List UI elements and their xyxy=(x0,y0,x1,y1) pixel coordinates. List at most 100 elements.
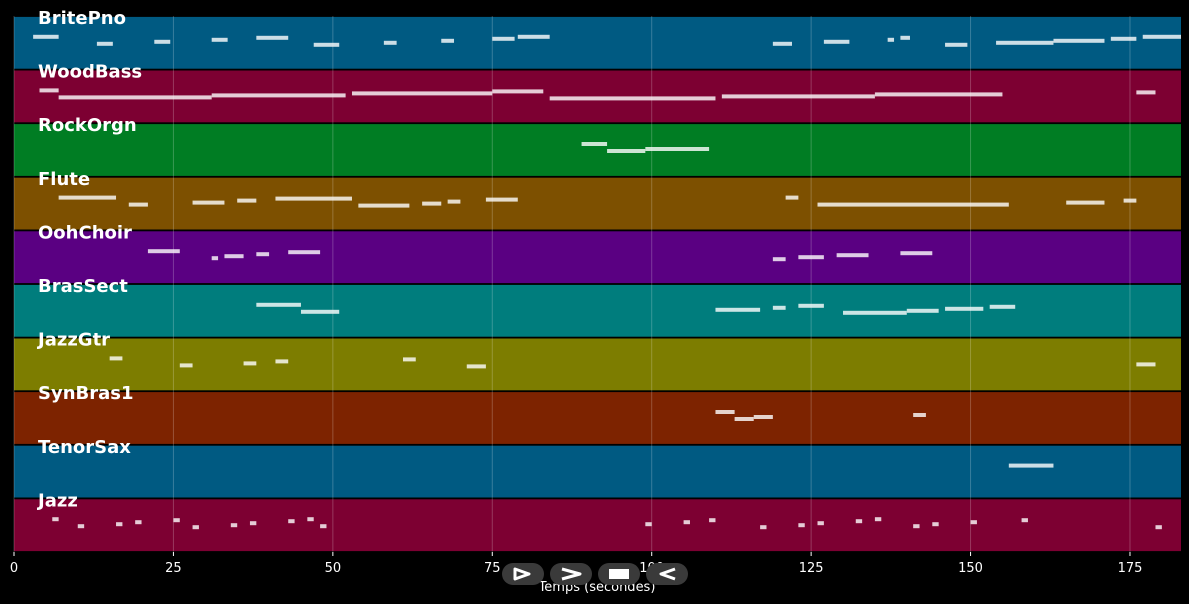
note-segment xyxy=(517,34,550,39)
note-segment xyxy=(224,254,244,259)
forward-icon xyxy=(561,567,582,581)
note-segment xyxy=(33,34,59,39)
note-segment xyxy=(52,517,59,522)
x-tick-label: 150 xyxy=(958,561,983,576)
note-segment xyxy=(906,308,939,313)
note-segment xyxy=(798,303,824,308)
track-band xyxy=(14,124,1181,176)
track-label: BritePno xyxy=(38,8,126,29)
note-segment xyxy=(466,364,486,369)
x-tick-label: 175 xyxy=(1118,561,1143,576)
note-segment xyxy=(320,524,327,529)
note-segment xyxy=(192,200,225,205)
track-band xyxy=(14,231,1181,284)
note-segment xyxy=(1066,200,1105,205)
note-segment xyxy=(683,520,690,525)
track-label: RockOrgn xyxy=(38,115,137,136)
note-segment xyxy=(945,306,984,311)
note-segment xyxy=(256,252,270,257)
track-label: WoodBass xyxy=(38,62,142,83)
track-band xyxy=(14,499,1181,552)
note-segment xyxy=(645,147,710,151)
note-segment xyxy=(422,201,442,206)
note-segment xyxy=(874,517,882,522)
play-button[interactable] xyxy=(502,563,544,585)
note-segment xyxy=(900,251,933,256)
forward-button[interactable] xyxy=(550,563,592,585)
note-segment xyxy=(996,40,1054,45)
note-segment xyxy=(211,93,346,98)
note-segment xyxy=(211,37,228,42)
note-segment xyxy=(403,357,416,362)
note-segment xyxy=(772,41,792,46)
note-segment xyxy=(1053,38,1105,43)
note-segment xyxy=(721,94,875,99)
note-segment xyxy=(1142,34,1181,39)
note-segment xyxy=(96,41,113,46)
note-segment xyxy=(715,410,735,414)
note-segment xyxy=(179,363,193,368)
track-label: JazzGtr xyxy=(36,330,110,351)
note-segment xyxy=(715,307,761,312)
rewind-icon xyxy=(659,567,676,581)
note-segment xyxy=(77,524,85,529)
track-band xyxy=(14,16,1181,69)
rewind-button[interactable] xyxy=(646,563,688,585)
x-tick-label: 75 xyxy=(484,561,501,576)
play-icon xyxy=(513,567,531,581)
stop-icon xyxy=(609,569,629,579)
track-band xyxy=(14,445,1181,498)
x-axis-ticks: 0255075100125150175 xyxy=(10,552,1143,576)
track-label: TenorSax xyxy=(38,437,131,458)
note-segment xyxy=(945,42,968,47)
note-segment xyxy=(447,199,461,204)
x-tick-label: 0 xyxy=(10,561,18,576)
note-segment xyxy=(785,195,799,200)
track-label: BrasSect xyxy=(38,276,128,297)
note-segment xyxy=(549,96,716,101)
note-segment xyxy=(836,253,869,258)
x-tick-label: 25 xyxy=(165,561,182,576)
track-band xyxy=(14,284,1181,337)
note-segment xyxy=(147,249,180,254)
note-segment xyxy=(970,520,977,525)
note-segment xyxy=(351,91,493,96)
note-segment xyxy=(1008,463,1054,468)
note-segment xyxy=(307,517,314,522)
note-segment xyxy=(275,359,289,364)
note-segment xyxy=(109,356,123,361)
note-segment xyxy=(492,89,544,94)
grid-lines xyxy=(13,16,1131,552)
note-segment xyxy=(645,522,652,527)
note-segment xyxy=(1123,198,1137,203)
note-segment xyxy=(192,525,199,530)
track-band xyxy=(14,392,1181,444)
note-segment xyxy=(116,522,123,527)
track-band xyxy=(14,338,1181,391)
note-segment xyxy=(913,524,920,529)
note-segment xyxy=(256,302,301,307)
note-segment xyxy=(288,519,295,524)
note-segment xyxy=(581,142,608,146)
x-tick-label: 50 xyxy=(325,561,342,576)
note-segment xyxy=(383,40,397,45)
note-segment xyxy=(230,523,238,528)
track-label: OohChoir xyxy=(38,222,132,243)
note-segment xyxy=(237,198,257,203)
note-segment xyxy=(300,309,340,314)
note-segment xyxy=(798,523,805,528)
note-segment xyxy=(817,521,824,526)
note-segment xyxy=(249,521,257,526)
note-segment xyxy=(243,361,257,366)
note-segment xyxy=(1110,36,1137,41)
stop-button[interactable] xyxy=(598,563,640,585)
note-segment xyxy=(760,525,767,530)
note-segment xyxy=(798,255,824,260)
note-segment xyxy=(900,35,910,40)
note-segment xyxy=(358,203,410,208)
note-segment xyxy=(753,415,773,419)
note-segment xyxy=(913,413,926,417)
note-segment xyxy=(874,92,1003,97)
note-segment xyxy=(1136,90,1156,95)
